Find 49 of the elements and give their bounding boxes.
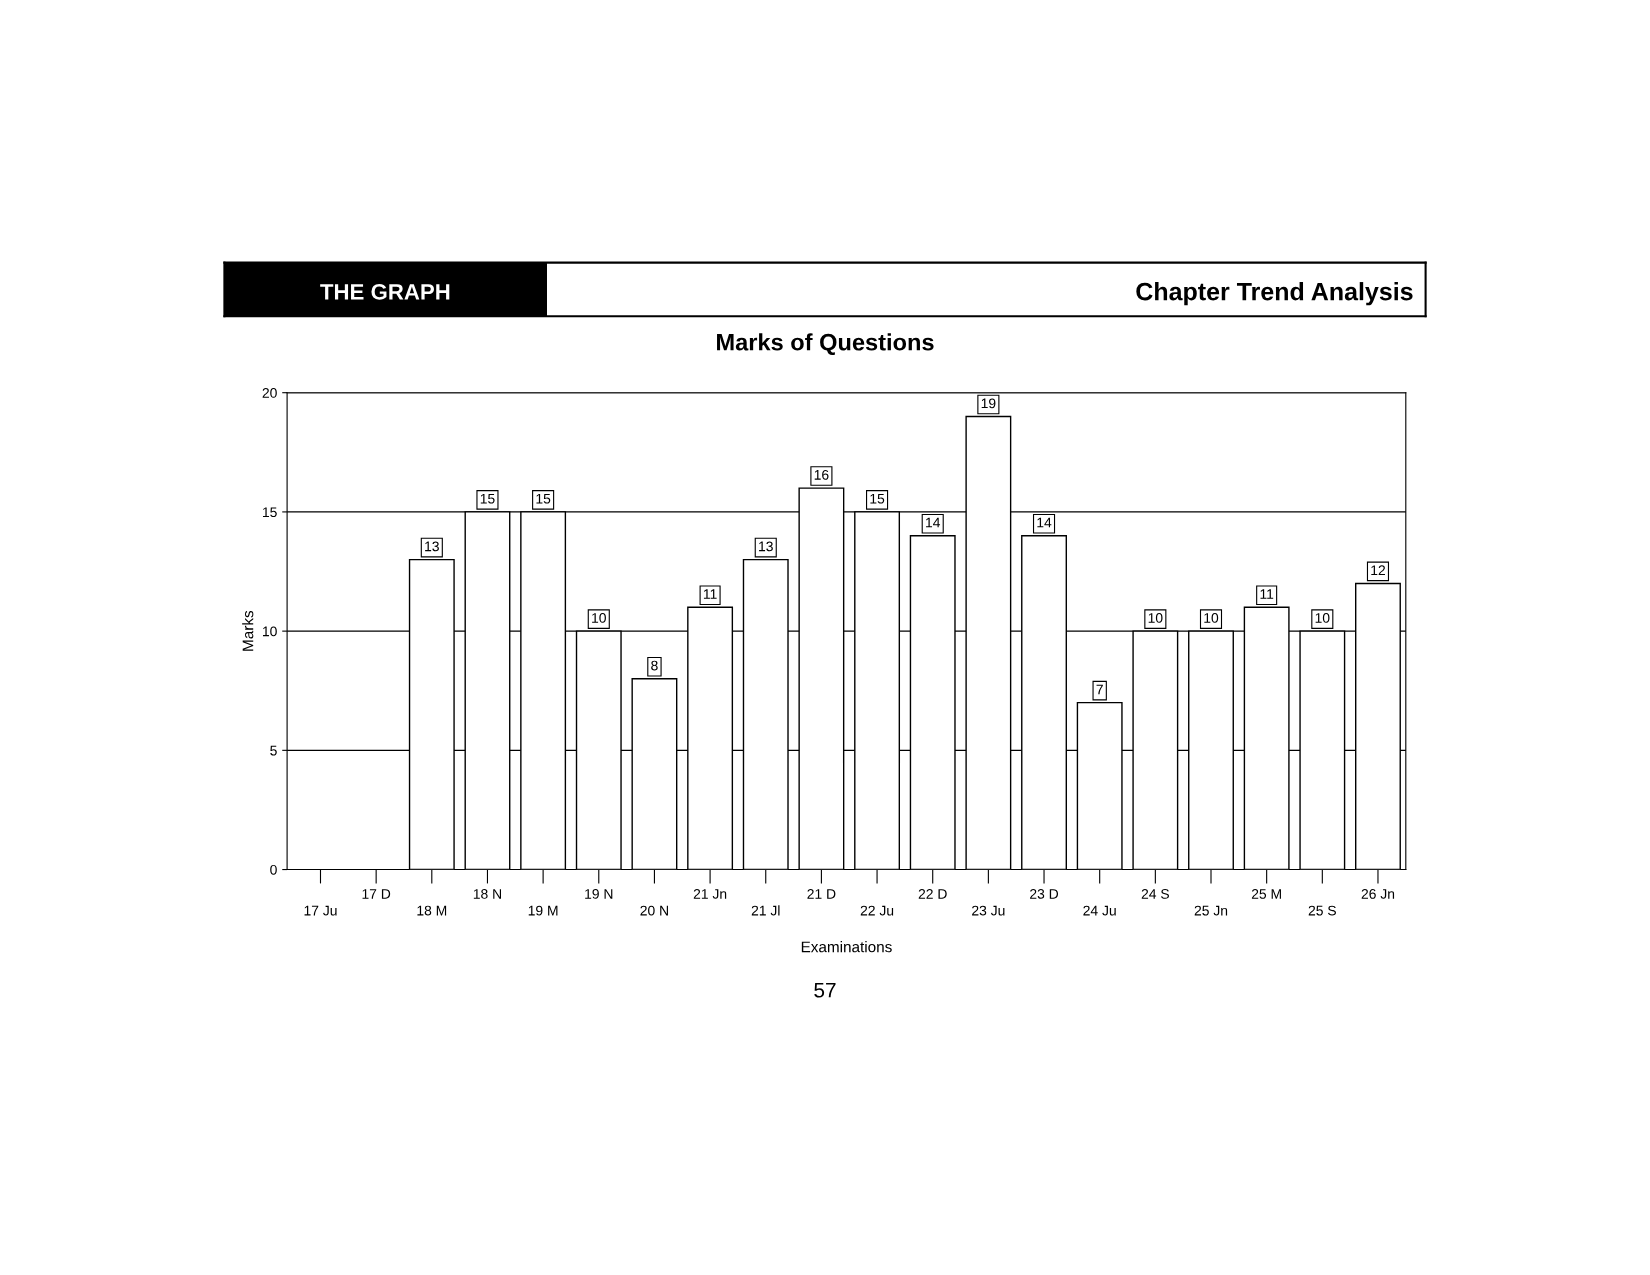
data-label: 19 [981, 398, 996, 409]
x-tick-label: 26 Jn [1361, 888, 1395, 899]
x-tick-label: 25 Jn [1194, 905, 1228, 916]
x-axis-title: Examinations [801, 941, 892, 953]
data-label: 7 [1096, 684, 1103, 695]
text: 57 [814, 983, 836, 998]
data-label: 10 [1148, 612, 1163, 623]
x-tick-label: 22 Ju [860, 905, 894, 916]
data-label: 14 [926, 517, 941, 528]
x-tick-label: 17 Ju [304, 905, 337, 916]
data-label: 11 [1260, 589, 1274, 599]
text: THE GRAPH [320, 283, 450, 300]
data-label: 10 [592, 612, 606, 623]
data-label: 12 [1371, 565, 1385, 575]
y-tick-label: 10 [262, 626, 277, 637]
x-tick-label: 21 Jn [693, 888, 727, 899]
x-tick-label: 18 N [473, 888, 501, 899]
data-label: 15 [870, 493, 885, 504]
x-tick-label: 25 M [1251, 888, 1281, 899]
y-tick-label: 5 [270, 745, 277, 756]
y-tick-label: 20 [262, 388, 277, 398]
y-tick-label: 15 [262, 507, 277, 518]
x-tick-label: 22 D [918, 888, 947, 899]
x-tick-label: 24 Ju [1083, 905, 1116, 916]
y-tick-label: 0 [270, 864, 277, 875]
x-tick-label: 23 D [1030, 888, 1059, 899]
x-tick-label: 20 N [640, 905, 668, 916]
data-label: 13 [759, 541, 773, 552]
x-tick-label: 24 S [1141, 888, 1169, 899]
data-label: 14 [1037, 517, 1052, 528]
data-label: 15 [536, 493, 551, 504]
x-tick-label: 21 D [807, 888, 836, 899]
x-tick-label: 23 Ju [972, 905, 1005, 916]
text: Chapter Trend Analysis [1136, 282, 1413, 306]
x-tick-label: 25 S [1308, 905, 1336, 916]
x-tick-label: 18 M [417, 905, 447, 916]
y-axis-title: Marks [242, 610, 254, 651]
x-tick-label: 17 D [362, 889, 391, 899]
data-label: 8 [651, 660, 658, 671]
data-label: 10 [1315, 612, 1330, 623]
x-tick-label: 19 M [528, 905, 558, 916]
data-label: 16 [814, 469, 829, 480]
data-label: 10 [1204, 612, 1219, 623]
data-label: 11 [703, 589, 717, 599]
data-label: 15 [480, 493, 495, 504]
x-tick-label: 21 Jl [751, 905, 780, 916]
data-label: 13 [425, 541, 439, 552]
chart-title: Marks of Questions [717, 333, 934, 355]
x-tick-label: 19 N [585, 888, 613, 899]
